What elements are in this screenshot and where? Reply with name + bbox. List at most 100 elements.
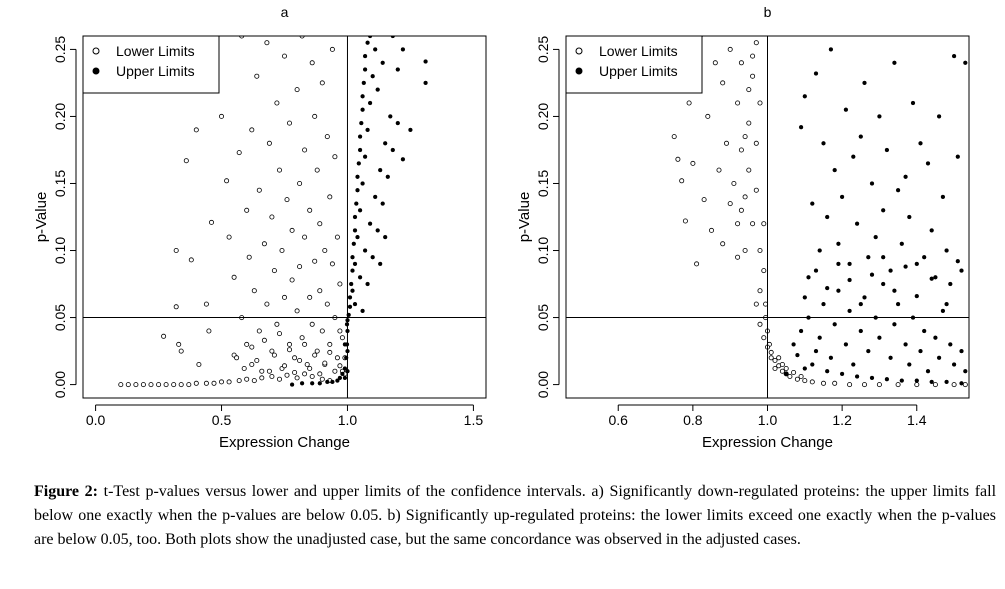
upper-limit-point <box>821 301 826 307</box>
lower-limit-point <box>724 140 730 146</box>
lower-limit-point <box>284 197 290 203</box>
upper-limit-point <box>317 381 322 386</box>
x-tick-label: 0.8 <box>683 412 703 428</box>
x-tick-label: 1.2 <box>832 412 852 428</box>
lower-limit-point <box>264 40 270 46</box>
upper-limit-point <box>360 94 365 99</box>
lower-limit-point <box>244 207 250 213</box>
upper-limit-point <box>877 335 882 340</box>
upper-limit-point <box>899 241 904 246</box>
x-tick-label: 1.0 <box>758 412 778 428</box>
lower-limit-point <box>317 221 323 227</box>
lower-limit-point <box>292 355 298 361</box>
lower-limit-point <box>261 241 267 247</box>
upper-limit-point <box>813 348 819 354</box>
lower-limit-point <box>327 194 333 200</box>
lower-limit-point <box>173 247 179 253</box>
lower-limit-point <box>324 134 330 140</box>
lower-limit-point <box>738 147 744 153</box>
upper-limit-point <box>383 234 388 240</box>
lower-limit-point <box>299 335 305 341</box>
lower-limit-point <box>798 373 804 379</box>
lower-limit-point <box>163 382 169 388</box>
lower-limit-point <box>682 218 688 224</box>
upper-limit-point <box>959 348 964 354</box>
lower-limit-point <box>753 301 759 307</box>
lower-limit-point <box>746 167 752 173</box>
lower-limit-point <box>302 234 308 240</box>
lower-limit-point <box>334 234 340 240</box>
lower-limit-point <box>309 60 315 66</box>
lower-limit-point <box>694 261 700 267</box>
lower-limit-point <box>294 87 300 93</box>
lower-limit-point <box>156 382 162 388</box>
upper-limit-point <box>360 107 365 112</box>
upper-limit-point <box>929 379 934 385</box>
lower-limit-point <box>292 369 298 375</box>
upper-limit-point <box>836 288 841 293</box>
upper-limit-point <box>881 255 886 260</box>
upper-limit-point <box>944 301 949 307</box>
lower-limit-point <box>226 379 232 385</box>
figure-caption: Figure 2: t-Test p-values versus lower a… <box>34 480 996 552</box>
upper-limit-point <box>895 188 901 193</box>
lower-limit-point <box>294 375 300 381</box>
caption-text: t-Test p-values versus lower and upper l… <box>34 483 997 548</box>
upper-limit-point <box>825 214 830 220</box>
upper-limit-point <box>795 352 800 358</box>
lower-limit-point <box>738 60 744 66</box>
upper-limit-point <box>375 87 380 92</box>
upper-limit-point <box>356 161 361 166</box>
upper-limit-point <box>847 308 852 314</box>
upper-limit-point <box>350 268 355 273</box>
lower-limit-point <box>312 352 318 358</box>
upper-limit-point <box>362 154 368 159</box>
lower-limit-point <box>317 371 323 377</box>
lower-limit-point <box>735 254 741 260</box>
lower-limit-point <box>286 347 292 353</box>
lower-limit-point <box>249 361 255 367</box>
x-tick-label: 1.5 <box>464 412 484 428</box>
upper-limit-point <box>378 167 383 173</box>
lower-limit-point <box>176 341 182 347</box>
lower-limit-point <box>720 241 726 247</box>
y-tick-label: 0.00 <box>52 371 68 398</box>
lower-limit-point <box>276 376 282 382</box>
upper-limit-point <box>892 60 897 65</box>
x-tick-label: 1.0 <box>338 412 358 428</box>
upper-limit-point <box>821 141 826 146</box>
upper-limit-point <box>851 154 856 159</box>
legend-box <box>82 35 220 94</box>
upper-limit-point <box>365 281 370 287</box>
upper-limit-point <box>347 304 353 309</box>
upper-limit-point <box>817 248 822 253</box>
lower-limit-point <box>686 100 692 106</box>
upper-limit-point <box>933 335 938 340</box>
lower-limit-point <box>241 365 247 371</box>
lower-limit-point <box>186 382 192 388</box>
lower-limit-point <box>962 382 968 388</box>
upper-limit-point <box>342 375 348 381</box>
lower-limit-point <box>271 352 277 358</box>
lower-limit-point <box>746 87 752 93</box>
upper-limit-point <box>400 47 406 52</box>
upper-limit-point <box>383 141 388 146</box>
upper-limit-point <box>899 378 904 383</box>
upper-limit-point <box>910 100 916 106</box>
lower-limit-point <box>307 294 313 300</box>
lower-limit-point <box>779 368 785 374</box>
lower-limit-point <box>309 373 315 379</box>
upper-limit-point <box>289 382 295 387</box>
lower-limit-point <box>251 378 257 384</box>
lower-limit-point <box>203 301 209 307</box>
upper-limit-point <box>866 255 871 260</box>
lower-limit-point <box>690 160 696 166</box>
upper-limit-point <box>357 208 363 213</box>
upper-limit-point <box>350 288 355 293</box>
lower-limit-point <box>750 221 756 227</box>
upper-limit-point <box>373 47 378 52</box>
lower-limit-point <box>133 382 139 388</box>
upper-limit-point <box>948 281 953 287</box>
lower-limit-point <box>675 156 681 162</box>
upper-limit-point <box>854 374 860 379</box>
